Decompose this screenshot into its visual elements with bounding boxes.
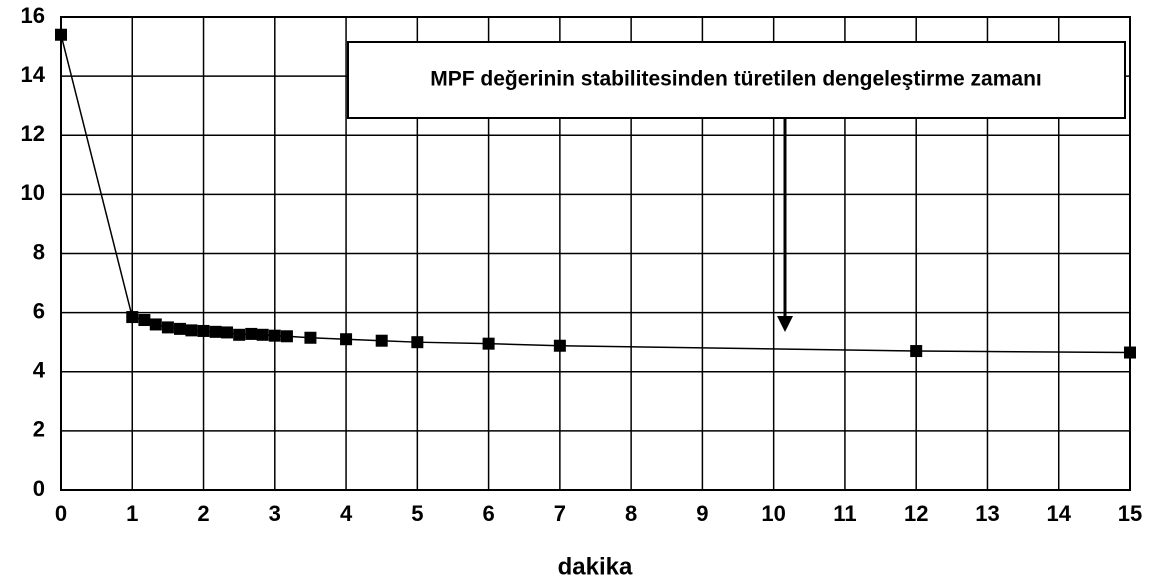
x-tick-label: 7 — [554, 501, 566, 526]
x-tick-label: 14 — [1046, 501, 1071, 526]
data-point — [482, 337, 495, 350]
data-point — [1124, 346, 1136, 359]
data-point — [138, 314, 151, 327]
annotation-arrowhead — [777, 316, 793, 332]
data-point — [375, 334, 388, 347]
data-point — [280, 330, 293, 343]
x-tick-label: 12 — [904, 501, 928, 526]
x-axis-label: dakika — [558, 553, 633, 580]
y-tick-label: 0 — [33, 476, 45, 501]
data-point — [268, 329, 281, 342]
data-point — [245, 327, 258, 340]
x-tick-label: 15 — [1118, 501, 1142, 526]
data-point — [304, 331, 317, 344]
x-tick-label: 2 — [197, 501, 209, 526]
x-tick-label: 11 — [833, 501, 856, 526]
data-point — [209, 325, 222, 338]
y-tick-label: 6 — [33, 298, 45, 323]
data-point — [411, 336, 424, 349]
data-point — [340, 333, 353, 346]
x-tick-label: 0 — [55, 501, 67, 526]
x-tick-label: 1 — [126, 501, 138, 526]
data-point — [910, 345, 923, 358]
data-point — [185, 324, 198, 337]
y-tick-label: 14 — [21, 62, 46, 87]
x-tick-label: 9 — [696, 501, 708, 526]
y-tick-label: 2 — [33, 417, 45, 442]
annotation-text: MPF değerinin stabilitesinden türetilen … — [430, 68, 1041, 91]
data-point — [553, 339, 566, 352]
x-tick-label: 4 — [340, 501, 353, 526]
y-tick-label: 8 — [33, 239, 45, 264]
x-tick-label: 3 — [269, 501, 281, 526]
y-tick-label: 16 — [21, 3, 45, 28]
x-tick-label: 13 — [975, 501, 999, 526]
data-point — [126, 311, 139, 324]
x-tick-label: 10 — [761, 501, 785, 526]
x-tick-label: 5 — [411, 501, 423, 526]
plot-frame — [60, 16, 1131, 491]
data-point — [55, 28, 67, 41]
data-point — [233, 328, 246, 341]
data-point — [149, 318, 162, 331]
data-point — [197, 324, 210, 337]
data-point — [256, 328, 269, 341]
x-tick-label: 6 — [482, 501, 494, 526]
annotation-box — [347, 41, 1126, 119]
data-point — [161, 321, 174, 334]
y-tick-label: 4 — [33, 358, 46, 383]
y-tick-label: 12 — [21, 121, 45, 146]
y-tick-label: 10 — [21, 180, 45, 205]
data-point — [221, 326, 234, 339]
x-tick-label: 8 — [625, 501, 637, 526]
data-point — [174, 322, 187, 335]
